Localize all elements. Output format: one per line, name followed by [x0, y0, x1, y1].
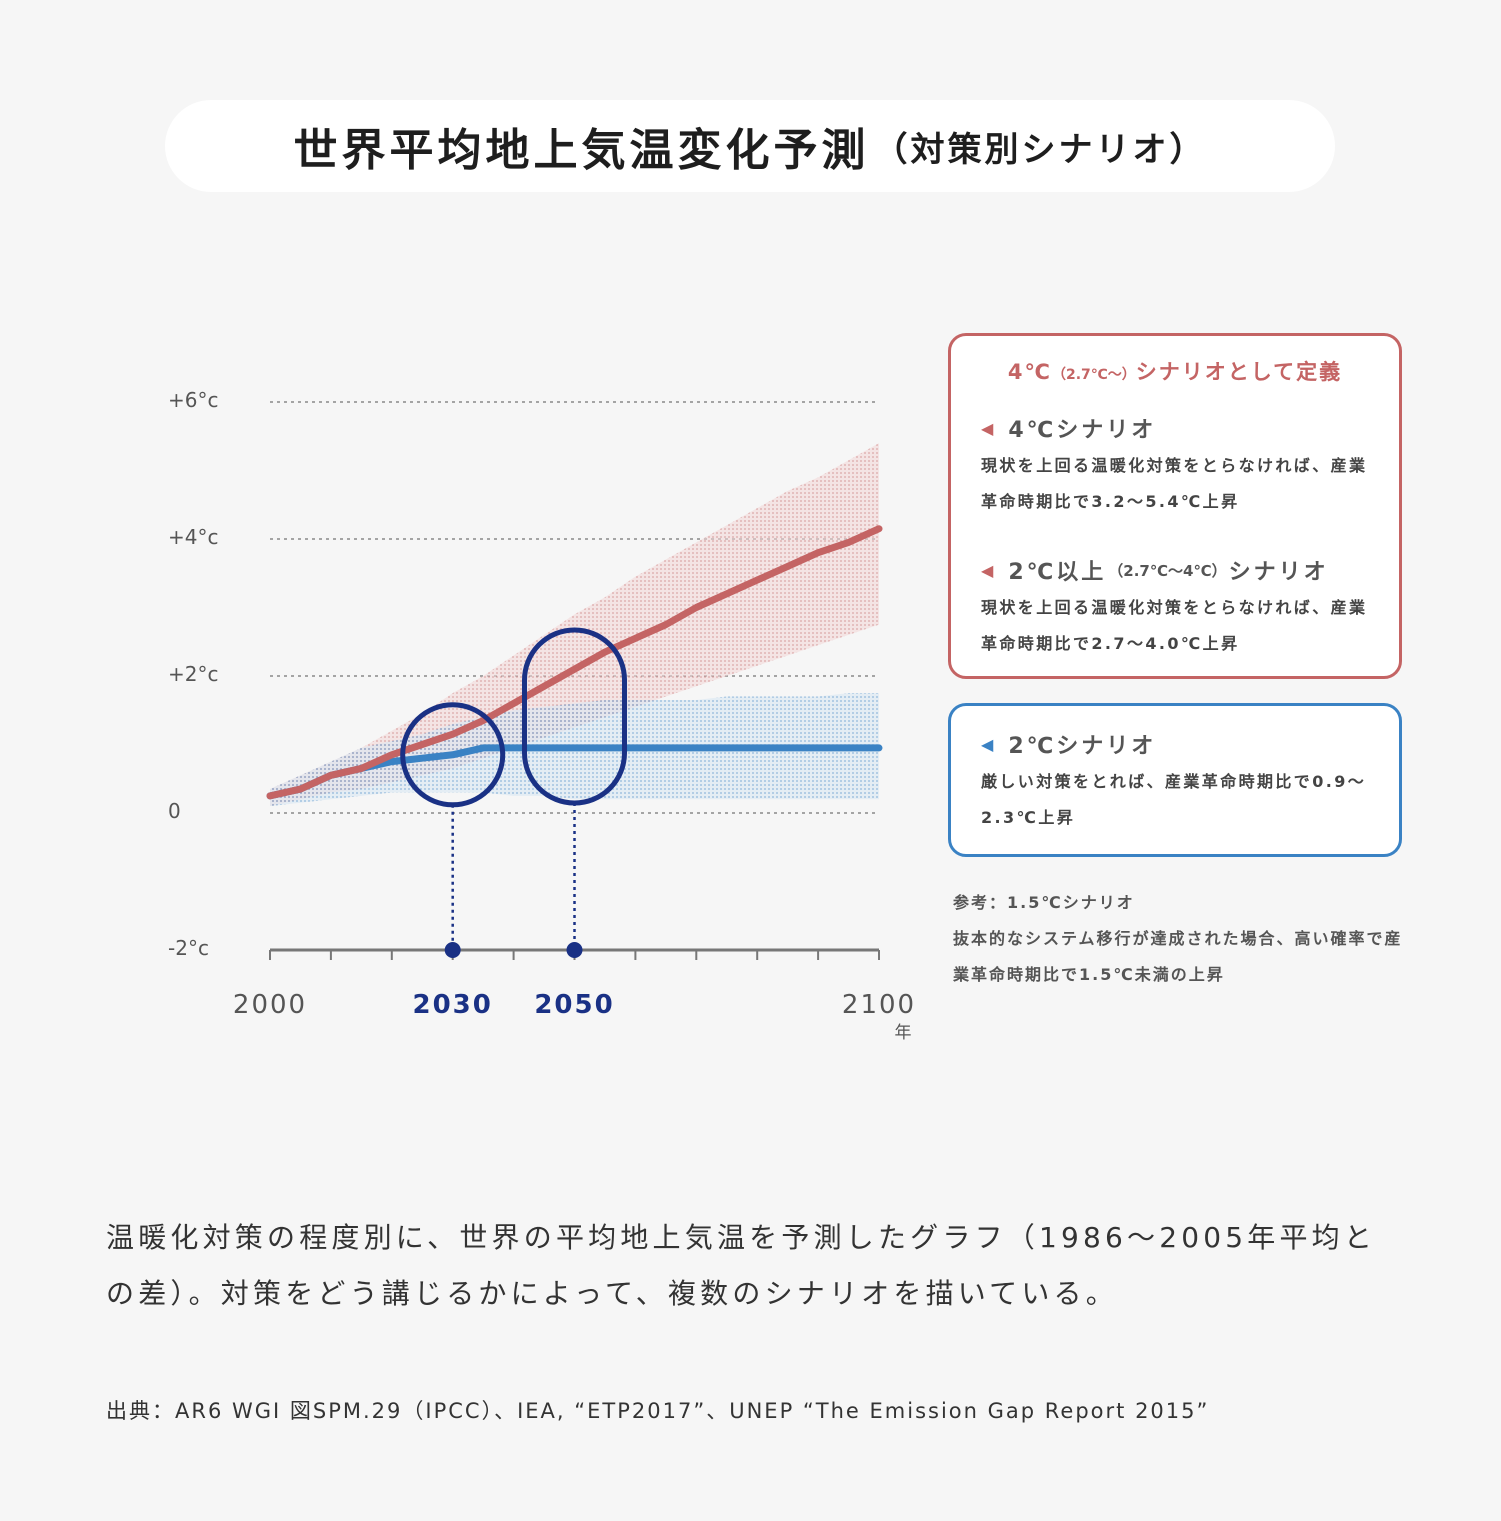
red-series-line: [266, 525, 883, 800]
x-axis-unit: 年: [895, 1023, 912, 1043]
x-tick-label: 2030: [413, 990, 493, 1020]
x-tick-label: 2050: [534, 990, 614, 1020]
left-triangle-icon: ◀: [981, 734, 997, 754]
scenario-2c-plus-desc: 現状を上回る温暖化対策をとらなければ、産業革命時期比で2.7〜4.0℃上昇: [981, 598, 1368, 653]
left-triangle-icon: ◀: [981, 418, 997, 438]
highlight-dot-2050: [566, 942, 583, 958]
y-tick-label: +2°c: [168, 662, 218, 686]
red-box-header-range: （2.7℃〜）: [1051, 367, 1136, 383]
scenario-4c-desc: 現状を上回る温暖化対策をとらなければ、産業革命時期比で3.2〜5.4℃上昇: [981, 456, 1368, 511]
red-box-header-pre: 4℃: [1007, 360, 1052, 384]
title-banner: 世界平均地上気温変化予測 （対策別シナリオ）: [165, 100, 1335, 192]
chart-lines: [266, 525, 883, 800]
y-tick-label: +4°c: [168, 525, 218, 549]
reference-title: 参考：1.5℃シナリオ: [953, 893, 1135, 912]
scenario-4c-title: 4℃シナリオ: [1008, 418, 1157, 443]
chart-highlights: [400, 627, 627, 958]
scenario-2c: ◀ 2℃シナリオ 厳しい対策をとれば、産業革命時期比で0.9〜2.3℃上昇: [981, 728, 1381, 836]
temperature-chart: +6°c +4°c +2°c 0 -2°c 2000 2030 2050 2100 年: [168, 388, 916, 1043]
x-tick-label: 2000: [233, 990, 307, 1020]
y-tick-label: +6°c: [168, 388, 218, 412]
blue-scenario-box: ◀ 2℃シナリオ 厳しい対策をとれば、産業革命時期比で0.9〜2.3℃上昇: [948, 703, 1402, 857]
reference-desc: 抜本的なシステム移行が達成された場合、高い確率で産業革命時期比で1.5℃未満の上…: [953, 929, 1403, 984]
chart-caption: 温暖化対策の程度別に、世界の平均地上気温を予測したグラフ（1986〜2005年平…: [106, 1221, 1377, 1310]
chart-bands: [270, 443, 879, 807]
left-triangle-icon: ◀: [981, 560, 997, 580]
scenario-2c-desc: 厳しい対策をとれば、産業革命時期比で0.9〜2.3℃上昇: [981, 772, 1367, 827]
page-subtitle: （対策別シナリオ）: [873, 129, 1207, 170]
reference-note: 参考：1.5℃シナリオ 抜本的なシステム移行が達成された場合、高い確率で産業革命…: [953, 885, 1403, 993]
page-title: 世界平均地上気温変化予測: [293, 125, 870, 176]
chart-labels: +6°c +4°c +2°c 0 -2°c 2000 2030 2050 2100 年: [168, 388, 916, 1043]
y-tick-label: -2°c: [168, 936, 209, 960]
scenario-2c-plus: ◀ 2℃以上 （2.7℃〜4℃） シナリオ 現状を上回る温暖化対策をとらなければ、産…: [981, 554, 1381, 662]
red-box-header: 4℃（2.7℃〜）シナリオとして定義: [951, 356, 1399, 386]
y-tick-label: 0: [168, 799, 181, 823]
scenario-4c: ◀ 4℃シナリオ 現状を上回る温暖化対策をとらなければ、産業革命時期比で3.2〜…: [981, 412, 1381, 520]
scenario-2c-plus-title-post: シナリオ: [1228, 560, 1329, 585]
source-citation: 出典：AR6 WGI 図SPM.29（IPCC）、IEA, “ETP2017”、…: [106, 1399, 1210, 1423]
red-box-header-post: シナリオとして定義: [1135, 360, 1343, 384]
scenario-2c-plus-range: （2.7℃〜4℃）: [1108, 561, 1227, 580]
x-tick-label: 2100: [842, 990, 916, 1020]
red-scenario-box: 4℃（2.7℃〜）シナリオとして定義 ◀ 4℃シナリオ 現状を上回る温暖化対策を…: [948, 333, 1402, 679]
scenario-2c-plus-title: 2℃以上: [1008, 560, 1107, 585]
scenario-2c-title: 2℃シナリオ: [1008, 734, 1157, 759]
highlight-dot-2030: [444, 942, 461, 958]
